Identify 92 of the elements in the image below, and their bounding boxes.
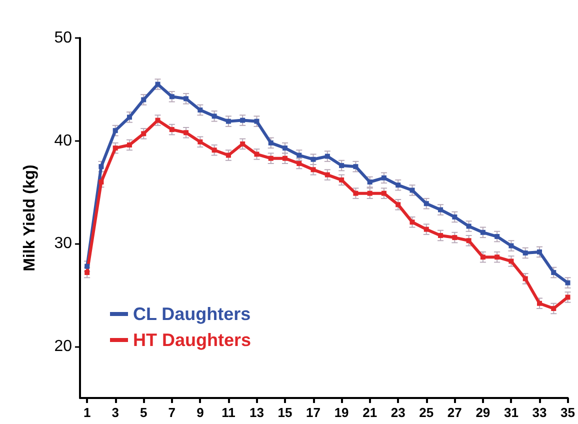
point xyxy=(112,128,118,134)
x-tick-label: 9 xyxy=(196,405,204,420)
x-tick-label: 35 xyxy=(560,405,576,420)
x-tick-label: 21 xyxy=(362,405,378,420)
point xyxy=(98,164,104,170)
point xyxy=(480,230,486,235)
point xyxy=(466,224,472,229)
point xyxy=(438,232,444,238)
point xyxy=(169,94,174,100)
point xyxy=(141,97,146,102)
x-tick-label: 31 xyxy=(504,405,518,420)
point xyxy=(424,226,429,232)
point xyxy=(508,258,514,264)
legend-label: CL Daughters xyxy=(133,304,251,324)
legend-label: HT Daughters xyxy=(133,330,252,350)
point xyxy=(282,146,288,151)
point xyxy=(565,280,570,286)
point xyxy=(522,250,528,256)
x-tick-label: 25 xyxy=(419,405,434,420)
point xyxy=(240,118,246,123)
point xyxy=(112,146,118,151)
point xyxy=(536,249,542,254)
y-tick-label: 50 xyxy=(54,30,72,46)
point xyxy=(367,190,372,196)
point xyxy=(212,114,217,119)
x-tick-label: 29 xyxy=(476,405,490,420)
x-tick-label: 23 xyxy=(390,405,406,420)
y-tick-label: 20 xyxy=(54,338,72,356)
point xyxy=(367,180,372,184)
point xyxy=(98,180,104,184)
point xyxy=(254,152,260,157)
point xyxy=(410,220,415,225)
point xyxy=(494,254,500,260)
x-tick-label: 27 xyxy=(447,405,462,420)
point xyxy=(282,156,288,161)
point xyxy=(310,156,316,162)
point xyxy=(141,131,146,136)
point xyxy=(212,148,217,153)
point xyxy=(226,152,231,158)
point xyxy=(522,276,528,282)
point xyxy=(353,190,358,196)
point xyxy=(565,294,570,300)
x-tick-label: 3 xyxy=(112,405,119,420)
point xyxy=(84,270,90,276)
y-tick-label: 40 xyxy=(54,132,72,150)
point xyxy=(381,190,386,196)
point xyxy=(226,118,231,124)
point xyxy=(438,207,444,212)
point xyxy=(466,238,472,244)
point xyxy=(198,108,203,112)
point xyxy=(155,82,160,87)
point xyxy=(381,175,386,180)
x-tick-label: 17 xyxy=(306,405,321,420)
point xyxy=(254,118,260,124)
point xyxy=(410,188,415,193)
x-tick-label: 5 xyxy=(140,405,148,420)
y-tick-label: 30 xyxy=(54,235,72,252)
point xyxy=(551,306,556,312)
point xyxy=(396,202,401,208)
point xyxy=(480,254,486,260)
x-tick-label: 19 xyxy=(334,405,349,420)
point xyxy=(494,234,500,240)
x-tick-label: 7 xyxy=(168,405,176,420)
point xyxy=(324,172,330,178)
point xyxy=(198,139,203,144)
x-tick-label: 1 xyxy=(83,405,91,420)
x-tick-label: 13 xyxy=(249,405,264,420)
point xyxy=(339,177,344,182)
point xyxy=(551,270,556,276)
point xyxy=(155,118,160,123)
y-axis-title: Milk Yield (kg) xyxy=(22,164,38,272)
point xyxy=(353,164,358,170)
point xyxy=(339,163,344,168)
point xyxy=(310,167,316,172)
x-tick-label: 33 xyxy=(532,405,547,420)
x-tick-label: 15 xyxy=(278,405,292,420)
point xyxy=(184,130,189,136)
point xyxy=(324,154,330,159)
point xyxy=(126,142,132,148)
point xyxy=(396,182,401,188)
point xyxy=(240,141,246,146)
point xyxy=(268,156,274,161)
point xyxy=(184,96,189,102)
point xyxy=(126,114,132,120)
point xyxy=(169,127,174,132)
point xyxy=(508,243,514,248)
point xyxy=(268,140,274,146)
point xyxy=(452,214,458,220)
point xyxy=(424,201,429,206)
point xyxy=(452,235,458,240)
x-tick-label: 11 xyxy=(222,405,236,420)
point xyxy=(536,300,542,306)
